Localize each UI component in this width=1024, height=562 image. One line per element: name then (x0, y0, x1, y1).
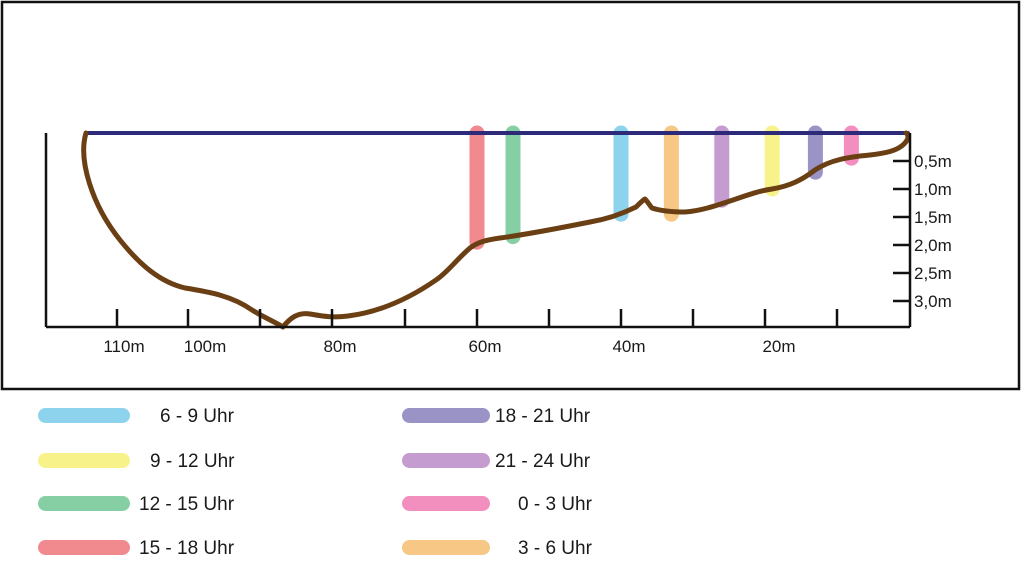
depth-label: 3,0m (914, 292, 952, 311)
riverbed-profile (81, 130, 911, 330)
depth-label: 1,5m (914, 208, 952, 227)
distance-label: 80m (323, 337, 356, 356)
distance-label: 40m (612, 337, 645, 356)
depth-label: 2,0m (914, 236, 952, 255)
measurement-bars (469, 125, 859, 250)
distance-labels: 110m 100m 80m 60m 40m 20m (103, 337, 795, 356)
distance-label: 60m (468, 337, 501, 356)
distance-ticks (115, 309, 839, 327)
depth-ticks (893, 159, 910, 303)
depth-label: 1,0m (914, 180, 952, 199)
depth-labels: 0,5m 1,0m 1,5m 2,0m 2,5m 3,0m (914, 152, 952, 311)
distance-label: 100m (184, 337, 227, 356)
depth-label: 0,5m (914, 152, 952, 171)
distance-label: 110m (103, 337, 144, 356)
distance-label: 20m (762, 337, 795, 356)
diagram-frame (0, 0, 1021, 391)
depth-label: 2,5m (914, 264, 952, 283)
